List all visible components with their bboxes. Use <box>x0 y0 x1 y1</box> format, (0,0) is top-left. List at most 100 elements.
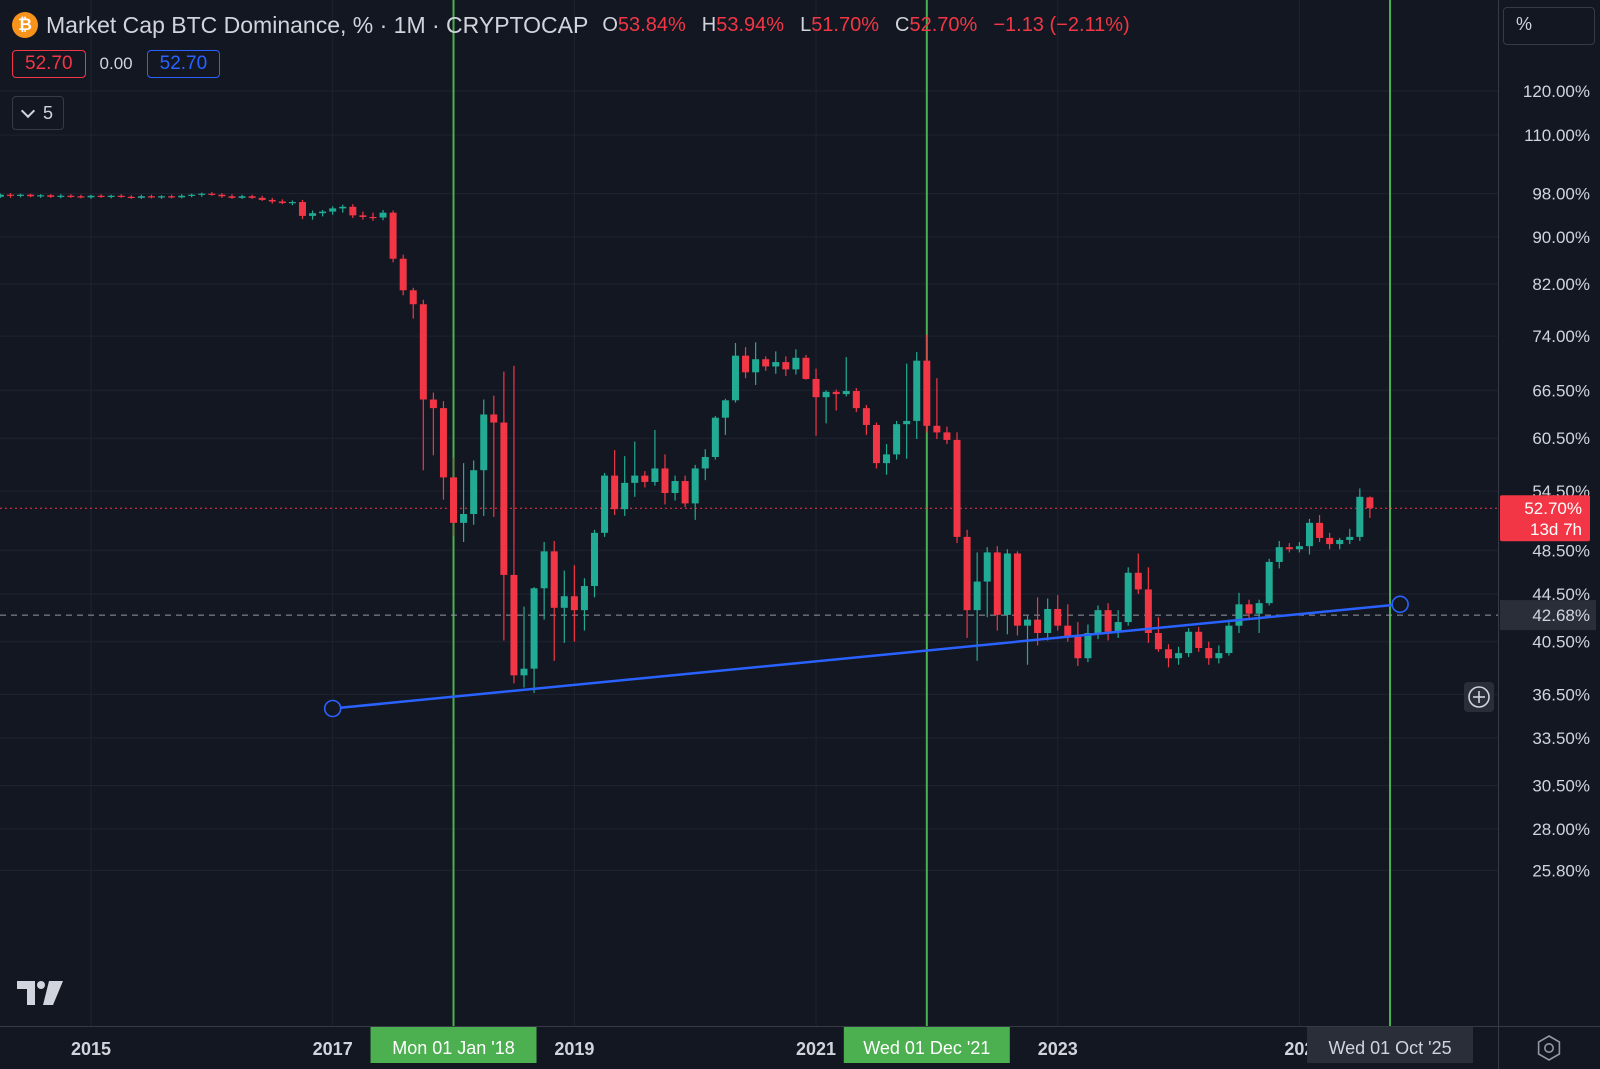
candle-down <box>97 194 105 198</box>
candle-body <box>752 359 760 373</box>
ohlc-low: L51.70% <box>800 14 889 37</box>
value-box-red[interactable]: 52.70 <box>12 50 86 78</box>
candle-down <box>1366 496 1374 518</box>
candle-down <box>389 210 397 263</box>
candle-body <box>943 432 951 440</box>
candle-down <box>500 371 508 641</box>
candle-up <box>309 210 317 220</box>
candle-up <box>57 194 65 199</box>
candle-down <box>862 404 870 435</box>
candle-down <box>782 356 790 376</box>
candle-body <box>248 196 256 198</box>
gear-icon[interactable] <box>1536 1035 1562 1066</box>
tradingview-logo-icon[interactable] <box>16 980 64 1011</box>
candle-down <box>268 197 276 204</box>
plus-circle-icon[interactable] <box>1464 682 1494 712</box>
candle-up <box>792 349 800 375</box>
candle-body <box>903 420 911 425</box>
candle-body <box>27 194 35 197</box>
candle-down <box>117 194 125 198</box>
candle-body <box>883 454 891 464</box>
candle-body <box>309 213 317 216</box>
candle-down <box>1013 551 1021 636</box>
candle-body <box>460 514 468 523</box>
candle-body <box>178 195 186 198</box>
candle-up <box>752 342 760 385</box>
candle-up <box>1185 628 1193 657</box>
y-tick-label: 44.50% <box>1532 585 1590 604</box>
candle-body <box>490 414 498 423</box>
marker-date-text: Mon 01 Jan '18 <box>392 1038 515 1058</box>
candle-body <box>1285 547 1293 550</box>
candle-body <box>913 360 921 421</box>
candle-body <box>1195 631 1203 648</box>
price-change: −1.13 (−2.11%) <box>993 13 1130 36</box>
candle-body <box>1295 546 1303 550</box>
candle-down <box>1316 514 1324 543</box>
candle-down <box>450 457 458 536</box>
candle-body <box>67 195 75 197</box>
value-box-blue[interactable]: 52.70 <box>146 50 221 78</box>
candle-body <box>681 481 689 504</box>
candle-down <box>1144 567 1152 643</box>
candle-body <box>792 357 800 370</box>
candle-up <box>288 200 296 206</box>
indicator-count: 5 <box>42 102 53 123</box>
candle-body <box>359 215 367 217</box>
candle-down <box>168 194 176 199</box>
candle-up <box>631 441 639 497</box>
candle-body <box>701 456 709 469</box>
scale-mode-button[interactable]: % <box>1503 7 1595 45</box>
candle-up <box>913 352 921 440</box>
candle-down <box>611 450 619 515</box>
candle-up <box>883 444 891 475</box>
candle-body <box>127 196 135 198</box>
candle-up <box>1003 549 1011 635</box>
candle-body <box>711 417 719 457</box>
symbol-title[interactable]: Market Cap BTC Dominance, % · 1M · CRYPT… <box>46 11 589 38</box>
y-tick-label: 30.50% <box>1532 776 1590 795</box>
candle-down <box>419 299 427 471</box>
candle-body <box>762 359 770 367</box>
candle-body <box>822 391 830 398</box>
candle-body <box>107 195 115 197</box>
candle-body <box>1346 536 1354 540</box>
candle-body <box>500 422 508 575</box>
candle-body <box>953 439 961 537</box>
candle-body <box>1144 589 1152 634</box>
candle-down <box>1104 603 1112 641</box>
candle-body <box>329 208 337 212</box>
candle-down <box>1326 532 1334 550</box>
candle-up <box>0 193 4 198</box>
candle-up <box>1255 599 1263 634</box>
candle-down <box>802 354 810 380</box>
candle-body <box>1074 636 1082 659</box>
candle-body <box>1054 608 1062 626</box>
y-tick-label: 36.50% <box>1532 685 1590 704</box>
low-key: L <box>800 13 812 36</box>
candle-up <box>1114 610 1122 638</box>
candle-body <box>1114 622 1122 632</box>
candle-body <box>1154 633 1162 650</box>
candle-up <box>37 194 45 198</box>
candle-body <box>399 258 407 291</box>
candle-body <box>1024 619 1032 626</box>
y-tick-label: 40.50% <box>1532 633 1590 652</box>
indicator-values-row: 52.70 0.00 52.70 <box>12 50 221 78</box>
candle-body <box>520 668 528 676</box>
candle-down <box>1064 604 1072 642</box>
candle-body <box>691 468 699 504</box>
ohlc-close: C52.70% <box>895 14 987 37</box>
candle-body <box>57 195 65 197</box>
indicators-collapse-toggle[interactable]: 5 <box>12 96 64 130</box>
candle-body <box>570 596 578 611</box>
candle-up <box>1265 558 1273 606</box>
candle-up <box>822 390 830 424</box>
candle-down <box>258 195 266 201</box>
candle-up <box>329 206 337 215</box>
candle-body <box>379 212 387 218</box>
candle-body <box>218 194 226 197</box>
candle-body <box>1366 497 1374 509</box>
candle-down <box>208 192 216 196</box>
